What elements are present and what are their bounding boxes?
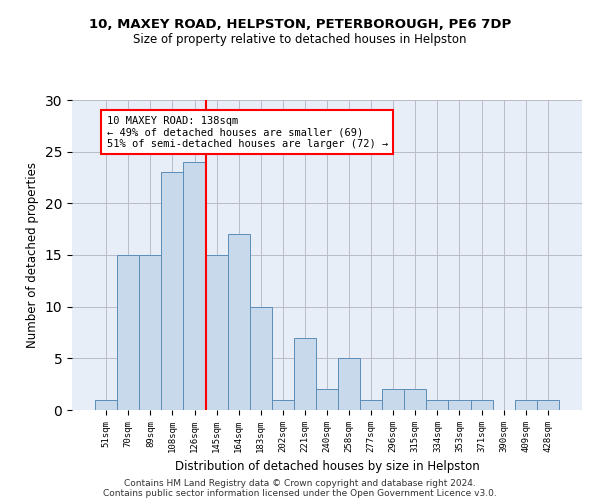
Bar: [117, 255, 139, 410]
Bar: [294, 338, 316, 410]
Bar: [338, 358, 360, 410]
Bar: [537, 400, 559, 410]
Text: 10, MAXEY ROAD, HELPSTON, PETERBOROUGH, PE6 7DP: 10, MAXEY ROAD, HELPSTON, PETERBOROUGH, …: [89, 18, 511, 30]
Text: Contains public sector information licensed under the Open Government Licence v3: Contains public sector information licen…: [103, 488, 497, 498]
Bar: [272, 400, 294, 410]
Bar: [515, 400, 537, 410]
X-axis label: Distribution of detached houses by size in Helpston: Distribution of detached houses by size …: [175, 460, 479, 473]
Bar: [227, 234, 250, 410]
Bar: [95, 400, 117, 410]
Bar: [250, 306, 272, 410]
Bar: [316, 390, 338, 410]
Bar: [206, 255, 227, 410]
Bar: [161, 172, 184, 410]
Bar: [360, 400, 382, 410]
Bar: [427, 400, 448, 410]
Bar: [448, 400, 470, 410]
Bar: [184, 162, 206, 410]
Bar: [470, 400, 493, 410]
Text: 10 MAXEY ROAD: 138sqm
← 49% of detached houses are smaller (69)
51% of semi-deta: 10 MAXEY ROAD: 138sqm ← 49% of detached …: [107, 116, 388, 148]
Bar: [404, 390, 427, 410]
Text: Size of property relative to detached houses in Helpston: Size of property relative to detached ho…: [133, 32, 467, 46]
Bar: [139, 255, 161, 410]
Bar: [382, 390, 404, 410]
Text: Contains HM Land Registry data © Crown copyright and database right 2024.: Contains HM Land Registry data © Crown c…: [124, 478, 476, 488]
Y-axis label: Number of detached properties: Number of detached properties: [26, 162, 39, 348]
